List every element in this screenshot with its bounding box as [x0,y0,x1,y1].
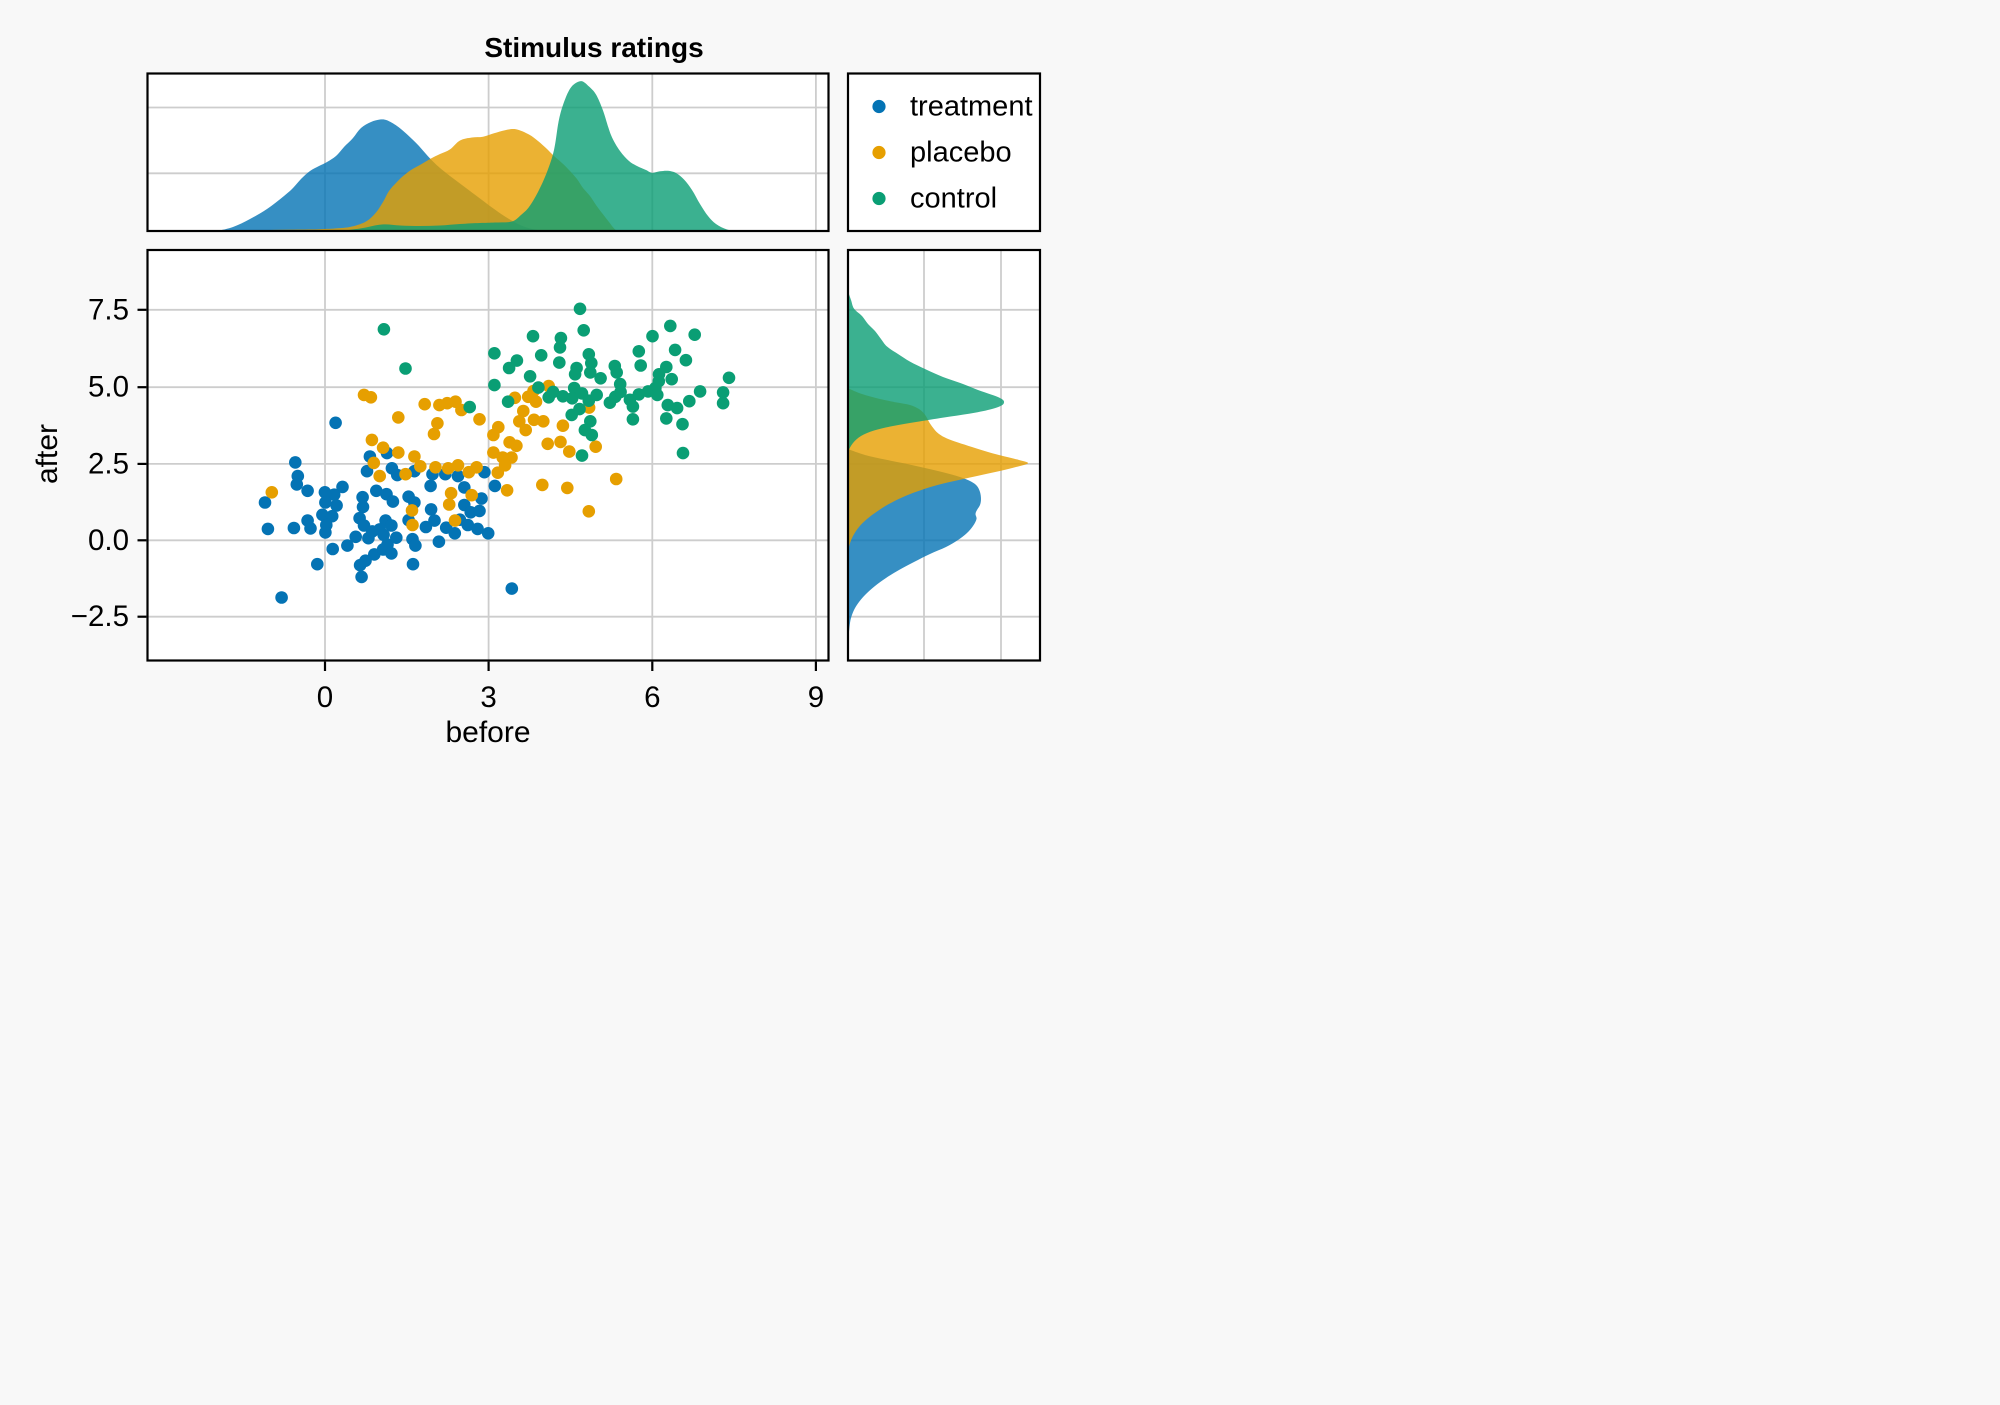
svg-text:0.0: 0.0 [88,524,129,557]
svg-text:6: 6 [644,681,660,714]
svg-text:7.5: 7.5 [88,293,129,326]
svg-text:−2.5: −2.5 [71,600,129,633]
svg-text:2.5: 2.5 [88,447,129,480]
svg-text:placebo: placebo [910,137,1012,169]
svg-text:5.0: 5.0 [88,371,129,404]
svg-text:0: 0 [317,681,333,714]
svg-text:after: after [31,424,64,484]
svg-text:3: 3 [480,681,496,714]
svg-text:Stimulus ratings: Stimulus ratings [484,32,703,63]
svg-text:9: 9 [808,681,824,714]
svg-text:treatment: treatment [910,91,1033,123]
svg-text:control: control [910,183,997,215]
svg-text:before: before [445,716,530,749]
